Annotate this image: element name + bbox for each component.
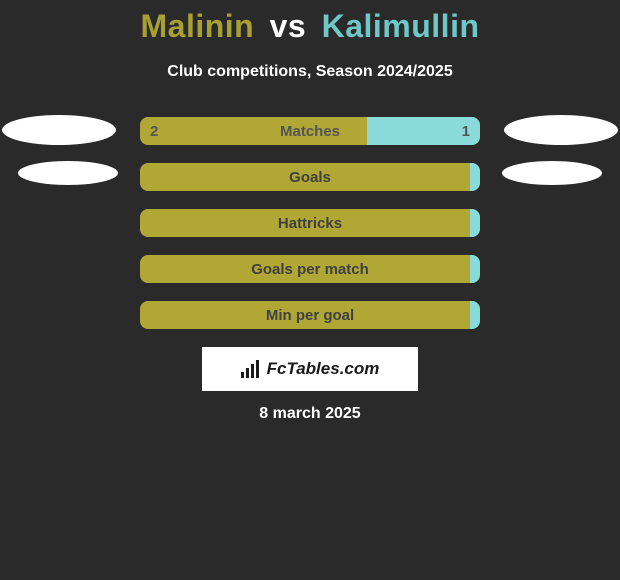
bar-left-segment xyxy=(140,209,470,237)
bar-right-segment xyxy=(470,255,480,283)
subtitle: Club competitions, Season 2024/2025 xyxy=(0,63,620,81)
stat-row: Goals xyxy=(0,163,620,191)
bar-left-segment xyxy=(140,163,470,191)
brand-text: FcTables.com xyxy=(267,359,380,379)
brand-box: FcTables.com xyxy=(202,347,418,391)
comparison-infographic: Malinin vs Kalimullin Club competitions,… xyxy=(0,0,620,580)
bar-right-segment: 1 xyxy=(367,117,480,145)
date-text: 8 march 2025 xyxy=(0,405,620,423)
title-vs: vs xyxy=(270,8,307,44)
bar-left-segment: 2 xyxy=(140,117,367,145)
page-title: Malinin vs Kalimullin xyxy=(0,0,620,45)
bar-track xyxy=(140,255,480,283)
bar-left-segment xyxy=(140,255,470,283)
stat-row: 21Matches xyxy=(0,117,620,145)
title-player2: Kalimullin xyxy=(322,8,480,44)
bar-track xyxy=(140,209,480,237)
stat-row: Goals per match xyxy=(0,255,620,283)
bar-right-segment xyxy=(470,301,480,329)
bar-chart-icon xyxy=(241,360,261,378)
title-player1: Malinin xyxy=(141,8,255,44)
bar-left-segment xyxy=(140,301,470,329)
stat-row: Hattricks xyxy=(0,209,620,237)
bar-right-segment xyxy=(470,163,480,191)
chart-area: 21Matches Goals Hattricks Goals per match Mi… xyxy=(0,117,620,329)
bar-track: 21 xyxy=(140,117,480,145)
stat-row: Min per goal xyxy=(0,301,620,329)
bar-track xyxy=(140,301,480,329)
bar-track xyxy=(140,163,480,191)
bars-container: 21Matches Goals Hattricks Goals per match Mi… xyxy=(0,117,620,329)
bar-right-segment xyxy=(470,209,480,237)
